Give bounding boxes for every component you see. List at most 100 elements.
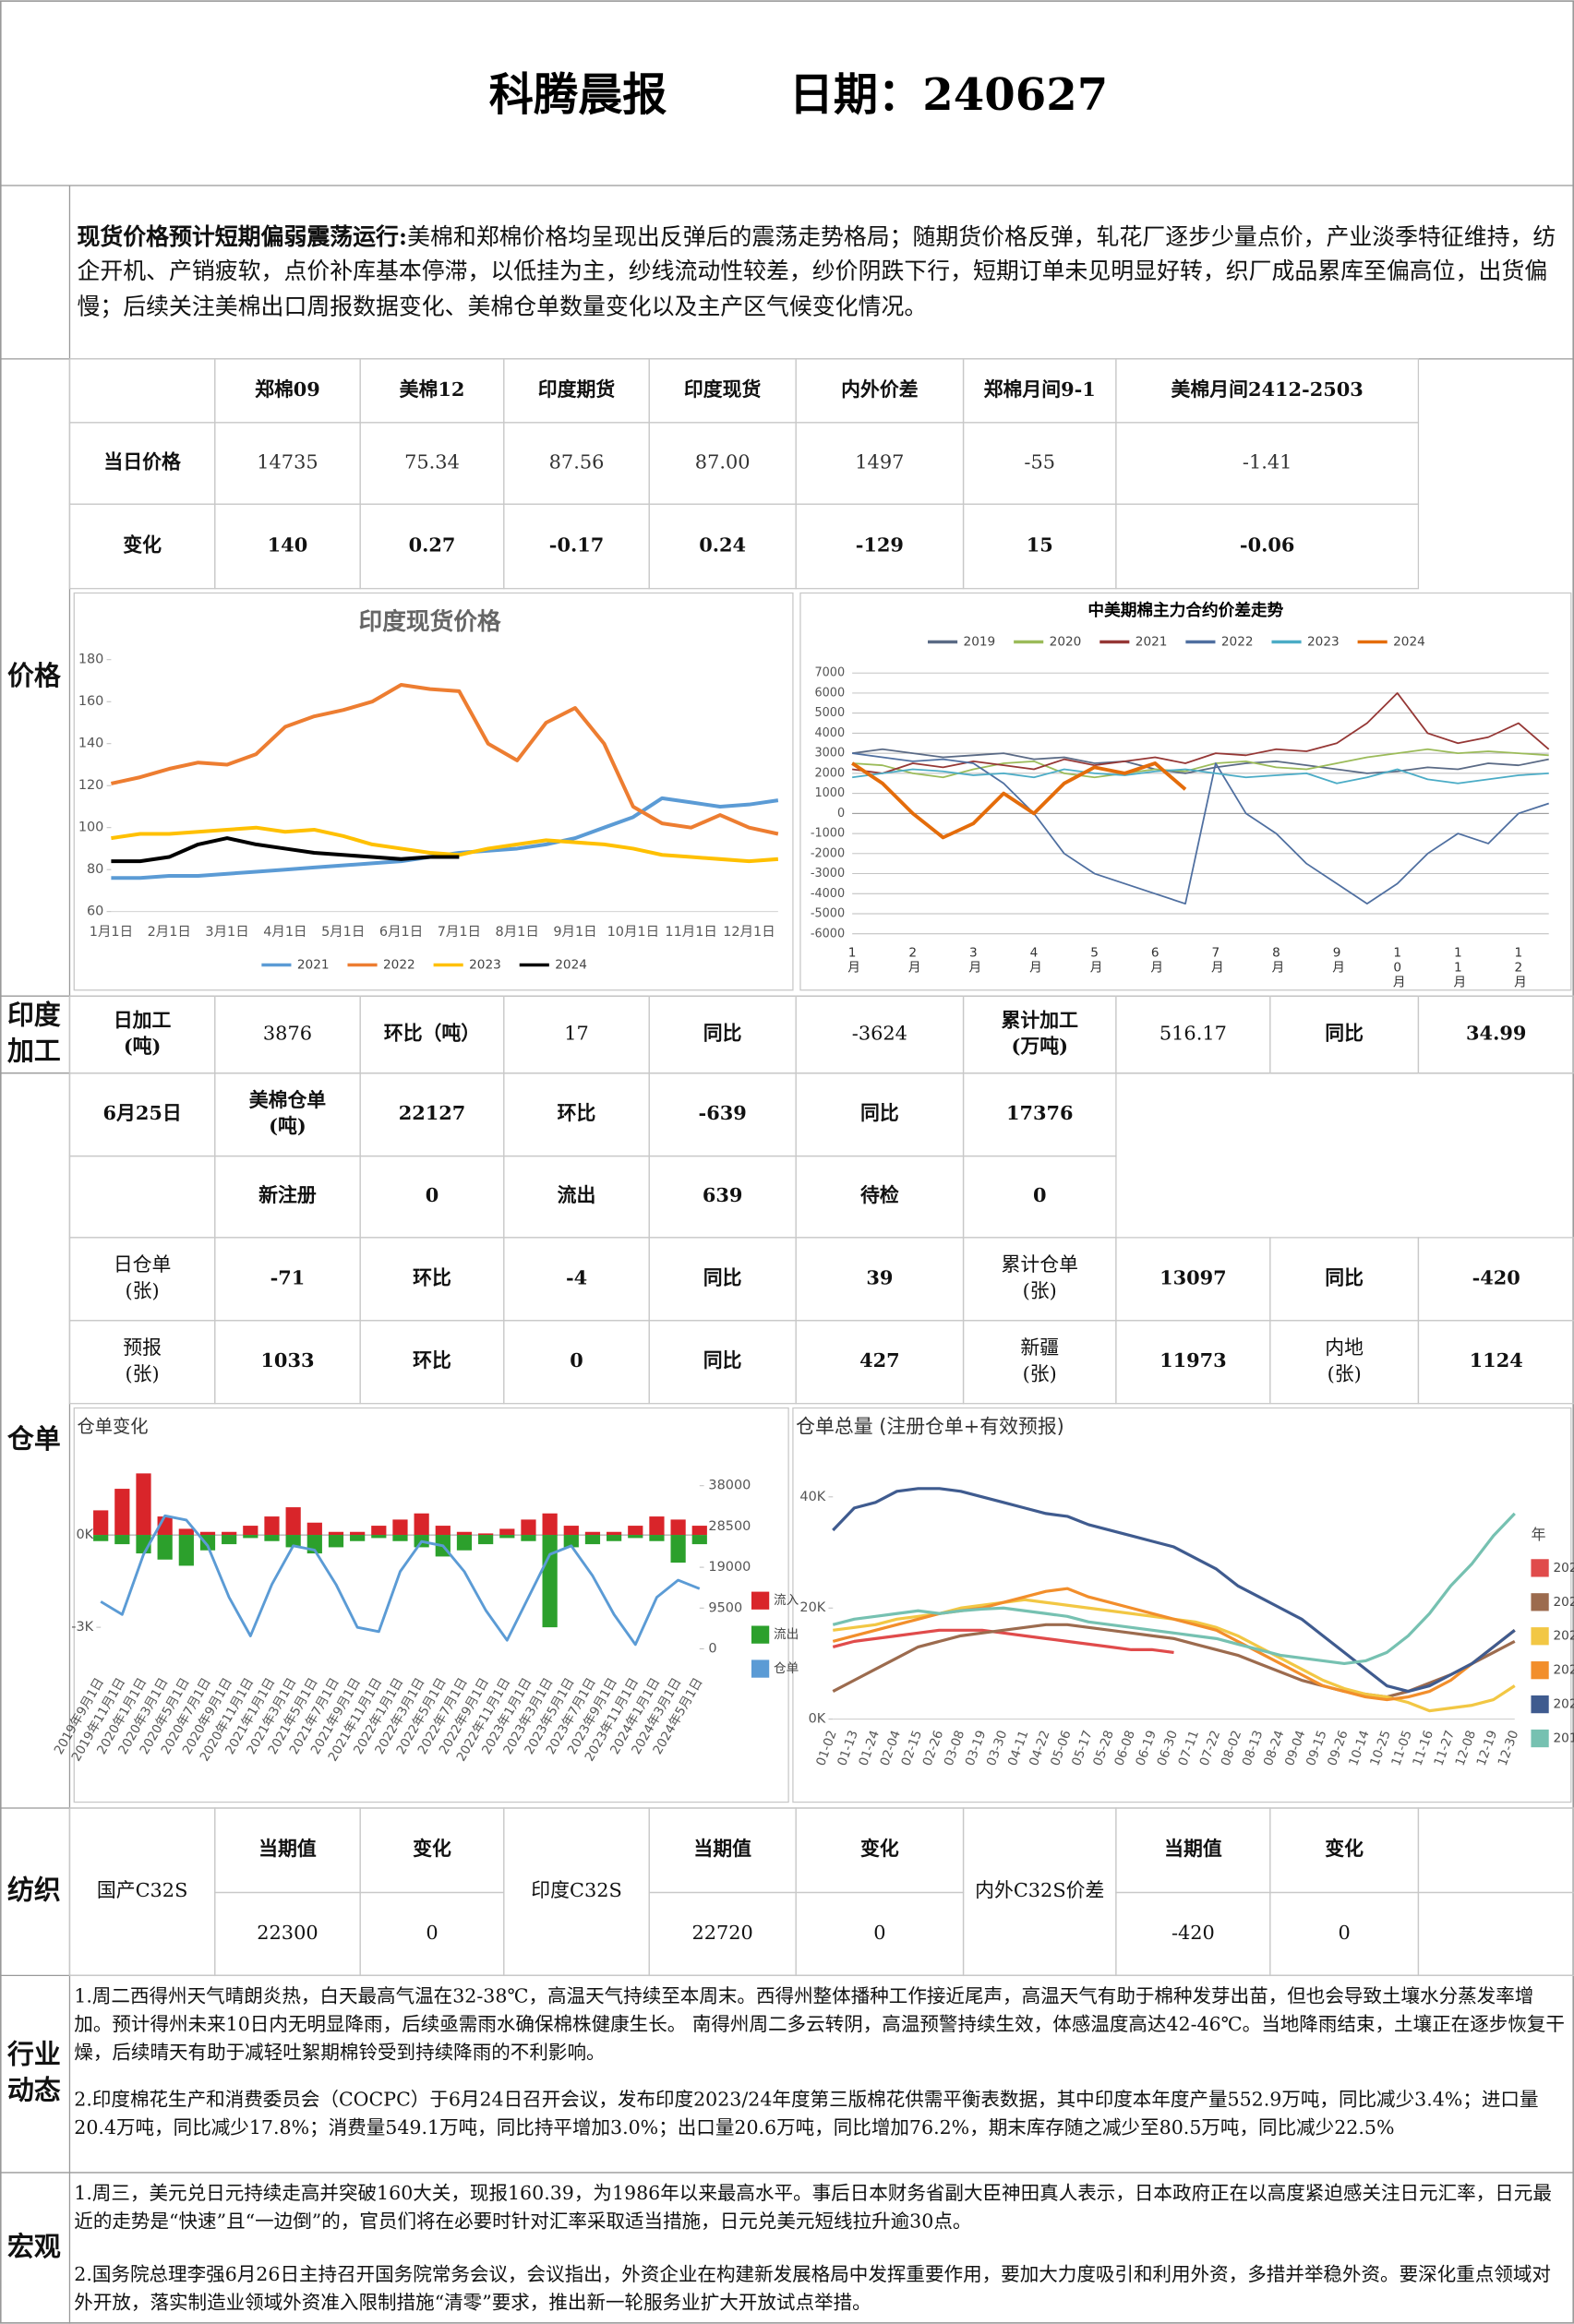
cell-text: 0 <box>570 1348 583 1372</box>
cell-text: -55 <box>1024 451 1055 473</box>
x-tick-label: 5月 <box>1087 946 1103 975</box>
cell-text: 同比 <box>1325 1265 1364 1288</box>
cell-text: 变化 <box>1325 1837 1364 1860</box>
bar <box>199 1531 216 1536</box>
section-label: 加工 <box>7 1035 61 1066</box>
cell-text: 内外价差 <box>841 377 918 401</box>
legend-label: 2019 <box>1554 1731 1574 1746</box>
x-tick-label: 9月1日 <box>553 925 596 940</box>
series-line <box>852 748 1549 779</box>
y-tick-label: 0K <box>809 1712 826 1727</box>
y-tick-label: 5000 <box>814 706 845 720</box>
cell-text: -639 <box>699 1101 747 1124</box>
cell-text: 34.99 <box>1466 1021 1526 1044</box>
cell-text: 累计仓单 <box>1002 1253 1078 1276</box>
cell-text: 待检 <box>860 1183 899 1206</box>
legend-swatch <box>1531 1695 1549 1714</box>
legend-swatch <box>751 1659 770 1678</box>
cell-text: 6月25日 <box>102 1101 181 1124</box>
y-tick-label: -3K <box>71 1620 93 1635</box>
cell-text: -3624 <box>852 1022 907 1044</box>
paragraph: 1.周二西得州天气晴朗炎热，白天最高气温在32-38℃，高温天气持续至本周末。西… <box>74 1983 1565 2067</box>
cell-text: 87.00 <box>695 451 751 473</box>
y-tick-label: 1000 <box>814 786 845 800</box>
bar <box>136 1473 151 1536</box>
bar <box>157 1535 173 1560</box>
x-tick-label: 5月1日 <box>321 925 365 940</box>
legend-label: 2022 <box>1554 1629 1574 1644</box>
bar <box>392 1535 408 1541</box>
table-cell <box>1417 1320 1574 1405</box>
cell-text: 1033 <box>260 1348 314 1372</box>
bar <box>521 1535 536 1541</box>
legend-swatch <box>1531 1627 1549 1646</box>
cell-text: 0 <box>1339 1922 1351 1944</box>
x-tick-label: 8月1日 <box>496 925 539 940</box>
cell-text: 0 <box>426 1922 438 1944</box>
chart-title: 中美期棉主力合约价差走势 <box>1087 600 1283 620</box>
x-tick-label: 2月 <box>906 946 921 975</box>
cell-text: 同比 <box>703 1348 742 1372</box>
cell-text: 17376 <box>1006 1101 1074 1124</box>
cell-text: -4 <box>566 1265 587 1288</box>
x-tick-label: 4月1日 <box>263 925 306 940</box>
legend-swatch <box>1531 1729 1549 1748</box>
y-tick-label: 3000 <box>814 747 845 761</box>
paragraph-text: 美棉和郑棉价格均呈现出反弹后的震荡走势格局；随期货价格反弹，轧花厂逐步少量点价，… <box>77 223 1556 320</box>
series-line <box>100 1514 701 1647</box>
bar <box>649 1535 665 1541</box>
bar <box>649 1516 665 1536</box>
cell-text: 环比 <box>413 1348 451 1372</box>
legend-swatch <box>751 1591 770 1610</box>
section-label: 印度 <box>7 999 61 1030</box>
section-label: 纺织 <box>7 1875 61 1906</box>
bar <box>478 1535 494 1545</box>
cell-text: 0 <box>1033 1183 1047 1206</box>
bar <box>93 1510 109 1536</box>
bar <box>350 1531 366 1536</box>
bar <box>670 1535 686 1563</box>
series-line <box>852 748 1549 774</box>
legend-label: 2019 <box>964 634 996 649</box>
cell-text: 同比 <box>703 1021 742 1044</box>
cell-text: 内外C32S价差 <box>975 1879 1104 1901</box>
legend-label: 2023 <box>1307 634 1340 649</box>
bar <box>328 1531 344 1536</box>
y-tick-label: 20K <box>799 1600 825 1615</box>
cell-text: -420 <box>1171 1922 1215 1944</box>
cell-text: 郑棉月间9-1 <box>984 377 1096 401</box>
legend-swatch <box>1531 1559 1549 1577</box>
cell-text: 郑棉09 <box>255 377 320 401</box>
cell-text: 预报 <box>123 1336 162 1359</box>
cell-text: (张) <box>1023 1362 1057 1384</box>
cell-text: (张) <box>1023 1279 1057 1301</box>
bar <box>199 1535 216 1551</box>
cell-text: 同比 <box>703 1265 742 1288</box>
y2-tick-label: 38000 <box>708 1479 751 1493</box>
bar <box>264 1516 280 1536</box>
bar <box>285 1535 301 1548</box>
paragraph-text: 1.周三，美元兑日元持续走高并突破160大关，现报160.39，为1986年以来… <box>74 2183 1552 2234</box>
table-cell <box>1417 1891 1574 1977</box>
legend-label: 2022 <box>1221 634 1254 649</box>
x-tick-label: 3月 <box>966 946 981 975</box>
y-tick-label: 0 <box>837 807 845 821</box>
series-line <box>111 825 779 864</box>
y-tick-label: -3000 <box>811 867 845 880</box>
cell-text: 87.56 <box>549 451 605 473</box>
bar <box>243 1535 258 1539</box>
bar <box>542 1535 558 1628</box>
cell-text: 日加工 <box>114 1008 172 1031</box>
y-tick-label: -4000 <box>811 887 845 901</box>
legend-label: 2023 <box>469 957 501 972</box>
cell-text: 14735 <box>257 451 318 473</box>
bar <box>243 1526 258 1536</box>
y2-tick-label: 9500 <box>708 1600 742 1615</box>
cell-text: 0.27 <box>409 533 456 556</box>
bar <box>607 1535 622 1541</box>
cell-text: 15 <box>1027 533 1053 556</box>
summary-lead: 现货价格预计短期偏弱震荡运行: <box>77 222 408 251</box>
cell-text: (张) <box>1328 1362 1362 1384</box>
cell-text: 639 <box>703 1183 743 1206</box>
